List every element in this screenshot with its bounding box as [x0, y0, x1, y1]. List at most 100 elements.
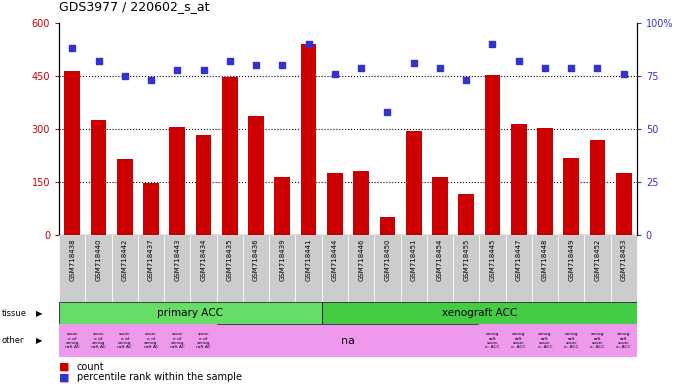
Bar: [117, 159, 133, 235]
Point: [172, 66, 183, 73]
Point: [329, 71, 340, 77]
Bar: [322, 235, 348, 302]
Text: GSM718449: GSM718449: [568, 238, 574, 281]
Text: count: count: [77, 361, 104, 372]
Text: GDS3977 / 220602_s_at: GDS3977 / 220602_s_at: [59, 0, 209, 13]
Text: GSM718453: GSM718453: [621, 238, 626, 281]
Bar: [216, 235, 243, 302]
Point: [198, 66, 209, 73]
Point: [513, 58, 524, 64]
Point: [67, 45, 78, 51]
Bar: [164, 235, 191, 302]
Text: GSM718437: GSM718437: [148, 238, 154, 281]
Bar: [427, 235, 453, 302]
Text: xenograft ACC: xenograft ACC: [442, 308, 517, 318]
Bar: [191, 324, 216, 357]
Bar: [505, 235, 532, 302]
Bar: [196, 135, 212, 235]
Text: GSM718455: GSM718455: [463, 238, 469, 281]
Point: [93, 58, 104, 64]
Bar: [90, 120, 106, 235]
Bar: [400, 235, 427, 302]
Bar: [348, 235, 374, 302]
Bar: [191, 235, 216, 302]
Bar: [432, 177, 448, 235]
Text: sourc
e of
xenog
raft AC: sourc e of xenog raft AC: [118, 332, 132, 349]
Text: GSM718452: GSM718452: [594, 238, 601, 281]
Point: [539, 65, 551, 71]
Bar: [86, 235, 111, 302]
Bar: [616, 173, 631, 235]
Text: sourc
e of
xenog
raft AC: sourc e of xenog raft AC: [170, 332, 184, 349]
Text: GSM718445: GSM718445: [489, 238, 496, 281]
Point: [434, 65, 445, 71]
Text: xenog
raft
sourc
e: ACC: xenog raft sourc e: ACC: [564, 332, 578, 349]
Bar: [222, 77, 238, 235]
Text: na: na: [341, 336, 355, 346]
Bar: [138, 235, 164, 302]
Bar: [354, 171, 369, 235]
Text: ■: ■: [59, 361, 70, 372]
Bar: [480, 235, 505, 302]
Bar: [480, 324, 505, 357]
Point: [592, 65, 603, 71]
Bar: [505, 324, 532, 357]
Point: [251, 62, 262, 68]
Text: GSM718450: GSM718450: [384, 238, 390, 281]
Bar: [458, 194, 474, 235]
Text: percentile rank within the sample: percentile rank within the sample: [77, 372, 242, 382]
Bar: [143, 183, 159, 235]
Bar: [537, 128, 553, 235]
Bar: [558, 235, 585, 302]
Bar: [111, 235, 138, 302]
Text: GSM718439: GSM718439: [279, 238, 285, 281]
Bar: [327, 173, 342, 235]
Text: GSM718442: GSM718442: [122, 238, 128, 281]
Text: GSM718447: GSM718447: [516, 238, 522, 281]
Text: other: other: [1, 336, 24, 345]
Text: GSM718440: GSM718440: [95, 238, 102, 281]
Point: [382, 109, 393, 115]
Point: [303, 41, 314, 47]
Bar: [453, 235, 480, 302]
Bar: [322, 302, 637, 324]
Text: xenog
raft
sourc
e: ACC: xenog raft sourc e: ACC: [538, 332, 552, 349]
Text: GSM718443: GSM718443: [174, 238, 180, 281]
Text: GSM718436: GSM718436: [253, 238, 259, 281]
Point: [224, 58, 235, 64]
Bar: [610, 235, 637, 302]
Bar: [585, 235, 610, 302]
Text: xenog
raft
sourc
e: ACC: xenog raft sourc e: ACC: [590, 332, 605, 349]
Bar: [558, 324, 585, 357]
Bar: [484, 75, 500, 235]
Text: GSM718434: GSM718434: [200, 238, 207, 281]
Text: xenog
raft
sourc
e: ACC: xenog raft sourc e: ACC: [512, 332, 526, 349]
Bar: [59, 235, 86, 302]
Bar: [532, 324, 558, 357]
Text: ■: ■: [59, 372, 70, 382]
Bar: [590, 140, 606, 235]
Text: GSM718444: GSM718444: [332, 238, 338, 281]
Bar: [274, 177, 290, 235]
Text: GSM718448: GSM718448: [542, 238, 548, 281]
Text: GSM718451: GSM718451: [411, 238, 417, 281]
Point: [356, 65, 367, 71]
Bar: [65, 71, 80, 235]
Point: [119, 73, 130, 79]
Point: [618, 71, 629, 77]
Text: xenog
raft
sourc
e: ACC: xenog raft sourc e: ACC: [485, 332, 500, 349]
Bar: [374, 235, 400, 302]
Bar: [86, 324, 111, 357]
Text: GSM718454: GSM718454: [437, 238, 443, 281]
Text: tissue: tissue: [1, 309, 26, 318]
Bar: [111, 324, 138, 357]
Bar: [296, 235, 322, 302]
Bar: [301, 44, 317, 235]
Bar: [169, 127, 185, 235]
Bar: [532, 235, 558, 302]
Text: GSM718438: GSM718438: [70, 238, 75, 281]
Bar: [511, 124, 527, 235]
Bar: [563, 158, 579, 235]
Point: [277, 62, 288, 68]
Bar: [610, 324, 637, 357]
